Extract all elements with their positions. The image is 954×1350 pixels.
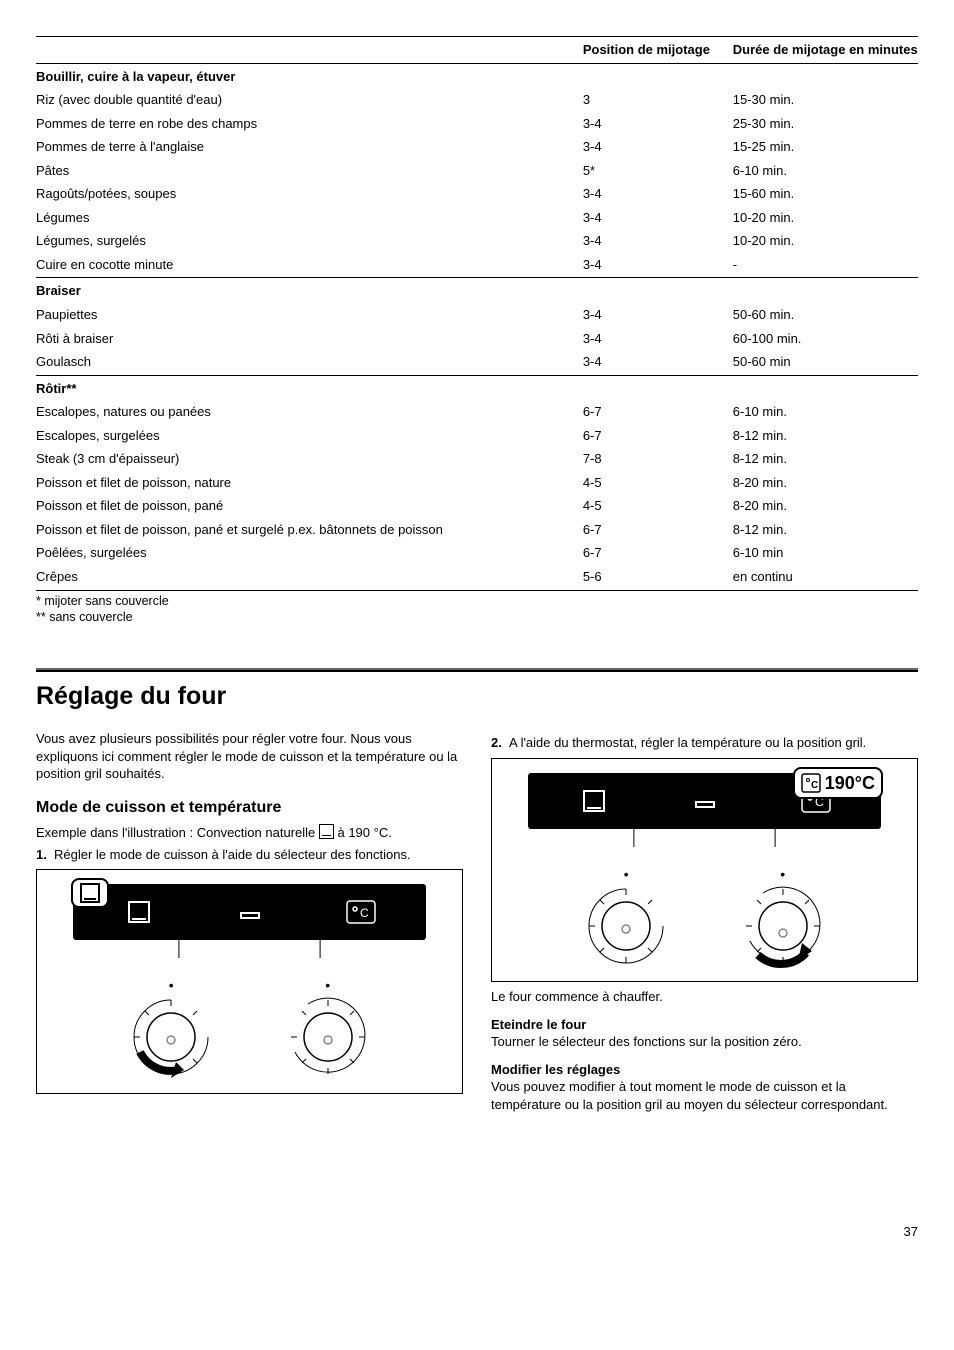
section-heading: Réglage du four [36,680,918,714]
figure-mode-selector: C • [36,869,463,1094]
footnote-1: * mijoter sans couvercle [36,593,918,610]
oven-icon [319,824,334,839]
table-row: Poêlées, surgelées6-76-10 min [36,541,918,565]
connector-lines [73,938,426,968]
table-row: Escalopes, natures ou panées6-76-10 min. [36,400,918,424]
table-row: Rôti à braiser3-460-100 min. [36,327,918,351]
connector-lines-2 [528,827,881,857]
mode-icon-1b [579,786,609,816]
table-row: Légumes3-410-20 min. [36,206,918,230]
off-title: Eteindre le four [491,1016,918,1034]
step-2: 2. A l'aide du thermostat, régler la tem… [491,734,918,752]
table-row: Paupiettes3-450-60 min. [36,303,918,327]
function-knob: • [111,978,231,1087]
table-row: Légumes, surgelés3-410-20 min. [36,229,918,253]
table-row: Pommes de terre à l'anglaise3-415-25 min… [36,135,918,159]
figure-thermostat: C C 190°C • [491,758,918,983]
mod-title: Modifier les réglages [491,1061,918,1079]
mode-icon-2b [690,786,720,816]
table-row: Crêpes5-6en continu [36,565,918,590]
table-row: Riz (avec double quantité d'eau)315-30 m… [36,88,918,112]
section-title: Bouillir, cuire à la vapeur, étuver [36,63,918,88]
temp-icon: C [346,897,376,927]
table-header-duration: Durée de mijotage en minutes [733,37,918,64]
mode-icon-2 [235,897,265,927]
table-row: Ragoûts/potées, soupes3-415-60 min. [36,182,918,206]
example-line: Exemple dans l'illustration : Convection… [36,824,463,842]
footnote-2: ** sans couvercle [36,609,918,626]
temp-bubble: C 190°C [793,767,883,799]
heat-start-line: Le four commence à chauffer. [491,988,918,1006]
table-row: Goulasch3-450-60 min [36,350,918,375]
table-row: Poisson et filet de poisson, pané et sur… [36,518,918,542]
table-row: Cuire en cocotte minute3-4- [36,253,918,278]
mode-icon-1 [124,897,154,927]
intro-paragraph: Vous avez plusieurs possibilités pour ré… [36,730,463,783]
step-1: 1. Régler le mode de cuisson à l'aide du… [36,846,463,864]
thermostat-knob-2: • [723,867,843,976]
function-knob-2: • [566,867,686,976]
table-row: Pommes de terre en robe des champs3-425-… [36,112,918,136]
mod-text: Vous pouvez modifier à tout moment le mo… [491,1078,918,1113]
mode-bubble [71,878,109,908]
table-row: Poisson et filet de poisson, pané4-58-20… [36,494,918,518]
off-text: Tourner le sélecteur des fonctions sur l… [491,1033,918,1051]
table-row: Escalopes, surgelées6-78-12 min. [36,424,918,448]
table-header-empty [36,37,583,64]
table-row: Steak (3 cm d'épaisseur)7-88-12 min. [36,447,918,471]
section-title: Rôtir** [36,375,918,400]
table-row: Pâtes5*6-10 min. [36,159,918,183]
svg-text:C: C [360,906,369,920]
cooking-table: Position de mijo­tage Durée de mijotage … [36,36,918,591]
section-title: Braiser [36,278,918,303]
thermostat-knob: • [268,978,388,1087]
svg-text:C: C [811,780,818,791]
page-number: 37 [36,1223,918,1241]
table-row: Poisson et filet de poisson, nature4-58-… [36,471,918,495]
control-panel: C [73,884,426,940]
table-header-position: Position de mijo­tage [583,37,733,64]
subheading-mode: Mode de cuisson et température [36,797,463,819]
section-divider [36,668,918,672]
